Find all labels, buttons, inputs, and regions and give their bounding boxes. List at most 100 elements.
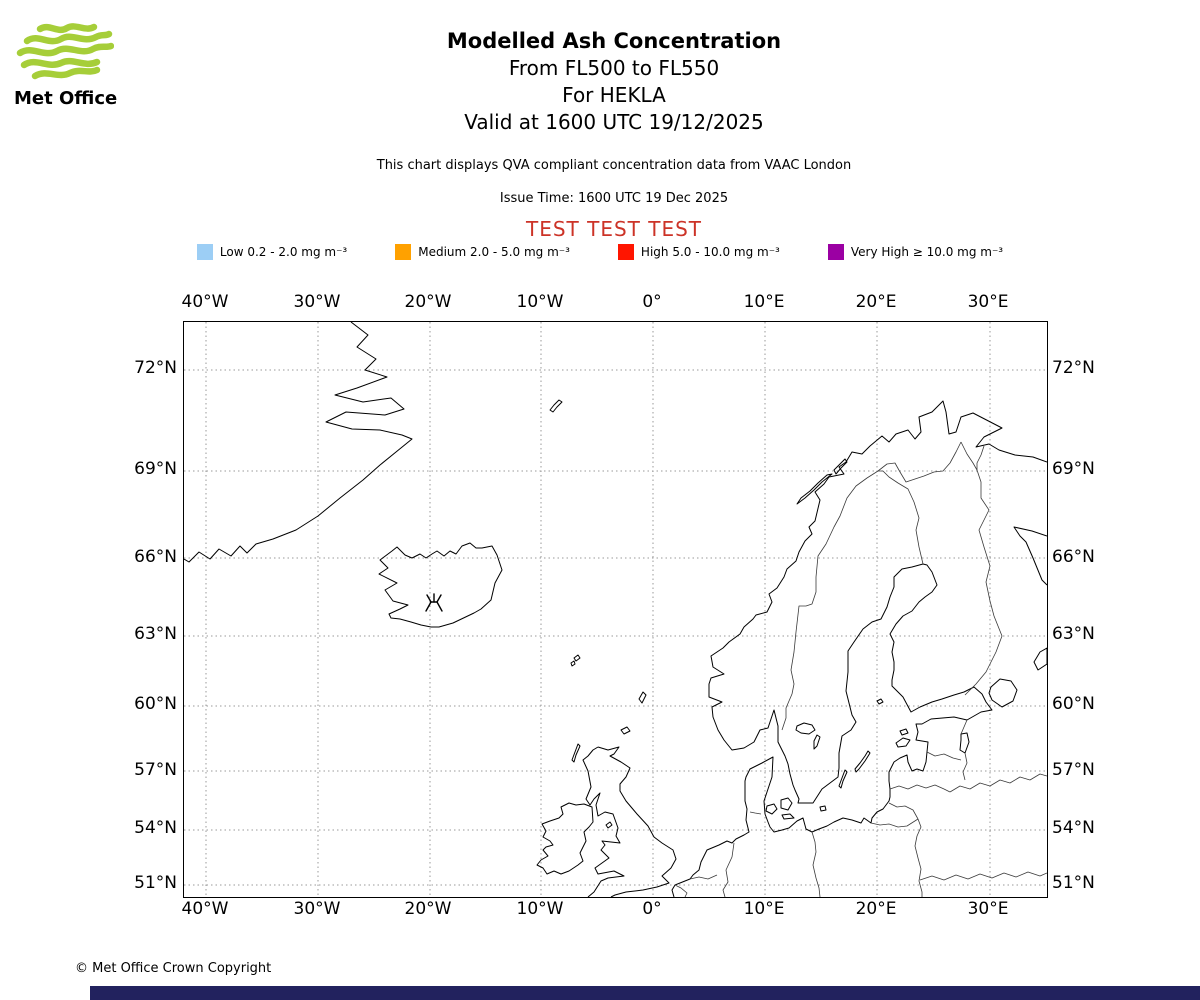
lat-tick-right: 51°N	[1052, 873, 1095, 893]
france-belgium-border	[674, 884, 688, 897]
lat-tick-left: 51°N	[134, 873, 177, 893]
norway-finland-border	[877, 441, 962, 483]
zealand-coastline	[780, 797, 793, 811]
header: Modelled Ash Concentration From FL500 to…	[0, 28, 1200, 136]
faroe-islands-coastline	[570, 654, 581, 667]
lat-tick-right: 72°N	[1052, 358, 1095, 378]
lake-vattern-shoreline	[813, 734, 821, 750]
valid-time-subtitle: Valid at 1600 UTC 19/12/2025	[464, 110, 764, 134]
lon-tick-bottom: 30°W	[293, 899, 341, 919]
lake-onega-shoreline	[1033, 647, 1047, 671]
lon-tick-bottom: 20°E	[855, 899, 897, 919]
scandinavia-baltic-coastline	[671, 400, 1047, 897]
lat-tick-left: 69°N	[134, 459, 177, 479]
lat-tick-left: 63°N	[134, 624, 177, 644]
low-label: Low 0.2 - 2.0 mg m⁻³	[219, 245, 348, 259]
lat-tick-right: 66°N	[1052, 547, 1095, 567]
issue-time: Issue Time: 1600 UTC 19 Dec 2025	[499, 191, 729, 206]
white-sea-coastline	[1013, 526, 1047, 586]
page-title: Modelled Ash Concentration	[446, 29, 782, 53]
lon-tick-bottom: 20°W	[404, 899, 452, 919]
lon-tick-bottom: 30°E	[967, 899, 1009, 919]
hebrides-coastline	[571, 743, 581, 763]
isle-of-man-coastline	[605, 821, 613, 829]
poland-east-border	[914, 818, 923, 897]
very-high-swatch	[827, 244, 844, 260]
lon-tick-bottom: 10°E	[743, 899, 785, 919]
graticule-gridlines	[184, 322, 1047, 897]
lon-tick-top: 40°W	[181, 292, 229, 312]
lat-tick-left: 66°N	[134, 547, 177, 567]
test-banner: TEST TEST TEST	[525, 217, 702, 241]
lat-tick-right: 57°N	[1052, 760, 1095, 780]
lithuania-latvia-border	[889, 784, 951, 793]
lon-tick-top: 30°W	[293, 292, 341, 312]
legend-item-medium: Medium 2.0 - 5.0 mg m⁻³	[395, 244, 570, 260]
great-britain-west-coastline	[582, 746, 625, 897]
country-borders	[674, 441, 1047, 897]
lat-tick-right: 69°N	[1052, 459, 1095, 479]
shetland-coastline	[638, 691, 647, 704]
legend-item-very-high: Very High ≥ 10.0 mg m⁻³	[827, 244, 1004, 260]
met-office-logo: Met Office	[14, 22, 124, 109]
lat-tick-left: 72°N	[134, 358, 177, 378]
norway-russia-border	[976, 445, 985, 470]
jan-mayen-coastline	[549, 399, 563, 413]
lofoten-islands-coastline	[796, 473, 833, 505]
low-swatch	[196, 244, 213, 260]
volcano-marker	[425, 593, 443, 612]
lake-ladoga-shoreline	[988, 678, 1018, 708]
lon-tick-bottom: 10°W	[516, 899, 564, 919]
iceland-coastline	[378, 542, 503, 628]
saaremaa-coastline	[895, 737, 911, 748]
very-high-label: Very High ≥ 10.0 mg m⁻³	[850, 245, 1004, 259]
lake-peipus-shoreline	[959, 732, 970, 754]
poland-kaliningrad-border	[870, 818, 919, 828]
medium-swatch	[395, 244, 412, 260]
lat-tick-right: 63°N	[1052, 624, 1095, 644]
volcano-subtitle: For HEKLA	[562, 83, 666, 107]
lat-tick-right: 60°N	[1052, 694, 1095, 714]
lat-tick-left: 54°N	[134, 818, 177, 838]
logo-waves-icon	[16, 23, 114, 80]
concentration-legend: Low 0.2 - 2.0 mg m⁻³ Medium 2.0 - 5.0 mg…	[0, 244, 1200, 260]
logo-wordmark: Met Office	[14, 88, 118, 109]
high-label: High 5.0 - 10.0 mg m⁻³	[640, 245, 780, 259]
hiiumaa-coastline	[899, 728, 909, 736]
legend-item-low: Low 0.2 - 2.0 mg m⁻³	[196, 244, 348, 260]
germany-denmark-border	[749, 811, 762, 815]
kaliningrad-lithuania-border	[888, 802, 919, 820]
netherlands-germany-border	[722, 842, 735, 897]
gotland-coastline	[854, 750, 871, 773]
germany-poland-border	[811, 831, 821, 897]
coastlines	[184, 322, 1047, 897]
medium-label: Medium 2.0 - 5.0 mg m⁻³	[418, 245, 570, 259]
orkney-coastline	[620, 726, 631, 735]
bornholm-coastline	[819, 805, 827, 812]
lat-tick-left: 57°N	[134, 760, 177, 780]
lolland-coastline	[781, 813, 795, 820]
legend-item-high: High 5.0 - 10.0 mg m⁻³	[617, 244, 780, 260]
funen-coastline	[765, 803, 778, 815]
sweden-finland-border	[878, 470, 924, 565]
lat-tick-left: 60°N	[134, 694, 177, 714]
norway-sweden-border	[781, 470, 879, 731]
lon-tick-top: 10°W	[516, 292, 564, 312]
qva-compliance-note: This chart displays QVA compliant concen…	[376, 158, 852, 173]
lon-tick-bottom: 0°	[642, 899, 662, 919]
oland-coastline	[838, 769, 848, 789]
great-britain-east-coastline	[597, 746, 677, 897]
greenland-coastline	[184, 322, 413, 563]
latvia-estonia-border	[926, 751, 962, 761]
ireland-coastline	[536, 802, 594, 875]
belarus-russia-border	[949, 773, 1047, 793]
finland-russia-border	[960, 441, 1003, 696]
map-panel	[183, 321, 1048, 898]
map-canvas	[184, 322, 1047, 897]
lon-tick-bottom: 40°W	[181, 899, 229, 919]
copyright-notice: © Met Office Crown Copyright	[75, 961, 272, 976]
aland-coastline	[876, 698, 884, 705]
lon-tick-top: 10°E	[743, 292, 785, 312]
flight-level-subtitle: From FL500 to FL550	[508, 56, 720, 80]
